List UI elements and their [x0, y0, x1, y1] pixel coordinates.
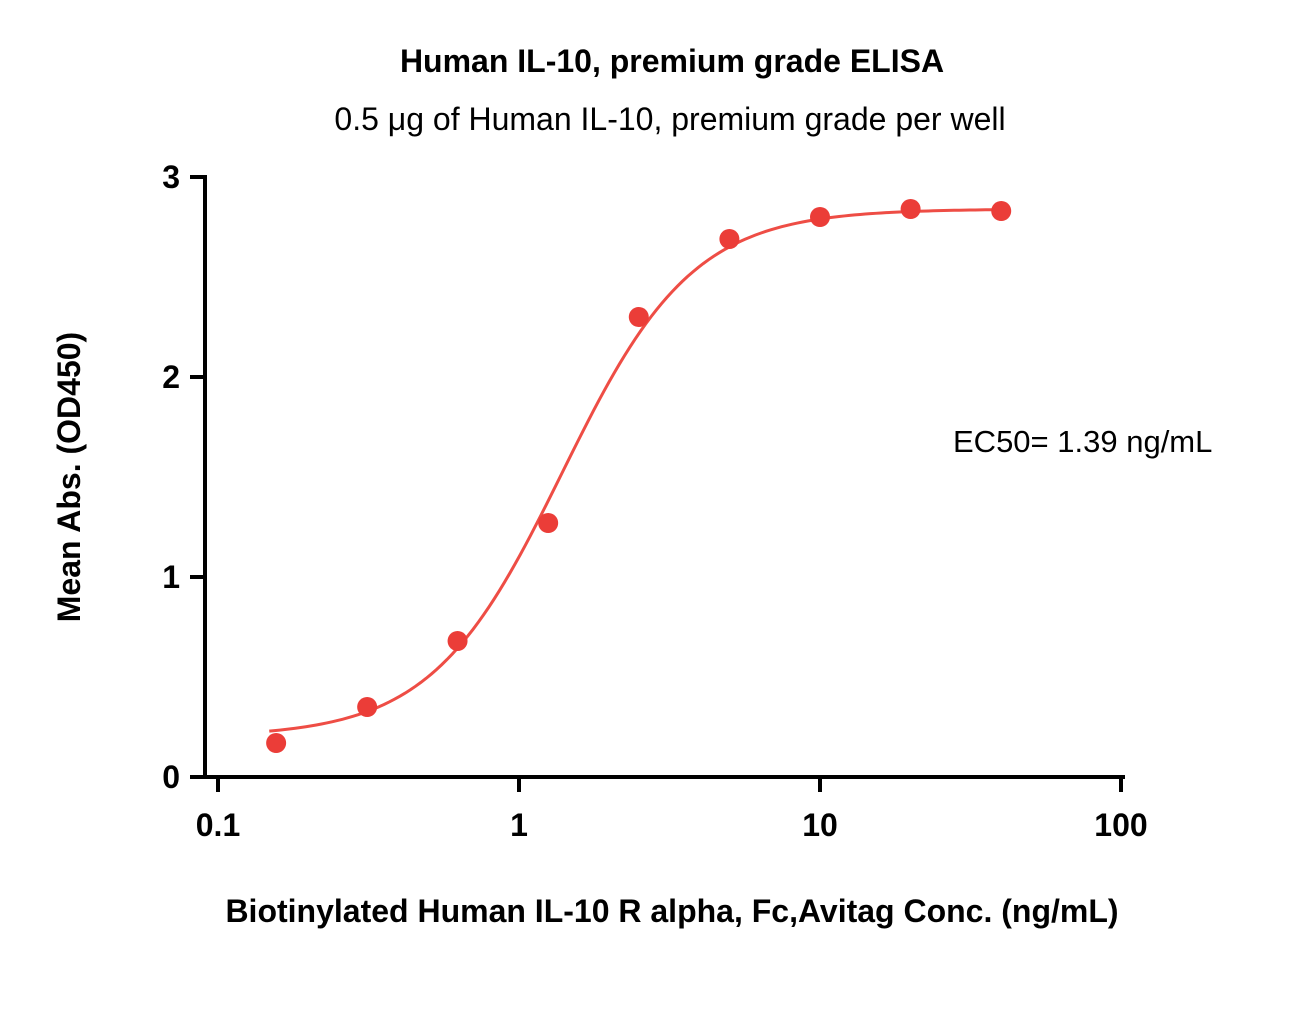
x-tick-label: 0.1 — [196, 807, 240, 843]
data-point — [266, 733, 287, 753]
fit-curve — [269, 208, 1002, 733]
data-point — [628, 307, 649, 327]
y-tick-label: 0 — [162, 759, 180, 795]
x-tick-label: 100 — [1094, 807, 1147, 843]
y-tick-label: 2 — [162, 359, 180, 395]
x-tick-label: 1 — [510, 807, 528, 843]
x-axis-ticks: 0.1 1 10 100 — [196, 777, 1148, 843]
data-point — [810, 207, 830, 227]
y-tick-label: 1 — [162, 559, 180, 595]
data-point — [991, 201, 1012, 221]
data-point — [719, 229, 740, 249]
data-points — [266, 199, 1012, 753]
data-point — [447, 631, 468, 651]
data-point — [900, 199, 921, 219]
axes — [203, 175, 1125, 779]
y-axis-label: Mean Abs. (OD450) — [51, 332, 87, 622]
chart-subtitle: 0.5 μg of Human IL-10, premium grade per… — [334, 101, 1005, 137]
y-tick-label: 3 — [162, 159, 180, 195]
x-axis-label: Biotinylated Human IL-10 R alpha, Fc,Avi… — [225, 893, 1118, 929]
data-point — [538, 513, 559, 533]
data-point — [357, 697, 378, 717]
y-axis-ticks: 0 1 2 3 — [162, 159, 205, 795]
chart-title: Human IL-10, premium grade ELISA — [400, 43, 944, 79]
ec50-annotation: EC50= 1.39 ng/mL — [953, 424, 1212, 459]
x-tick-label: 10 — [802, 807, 838, 843]
